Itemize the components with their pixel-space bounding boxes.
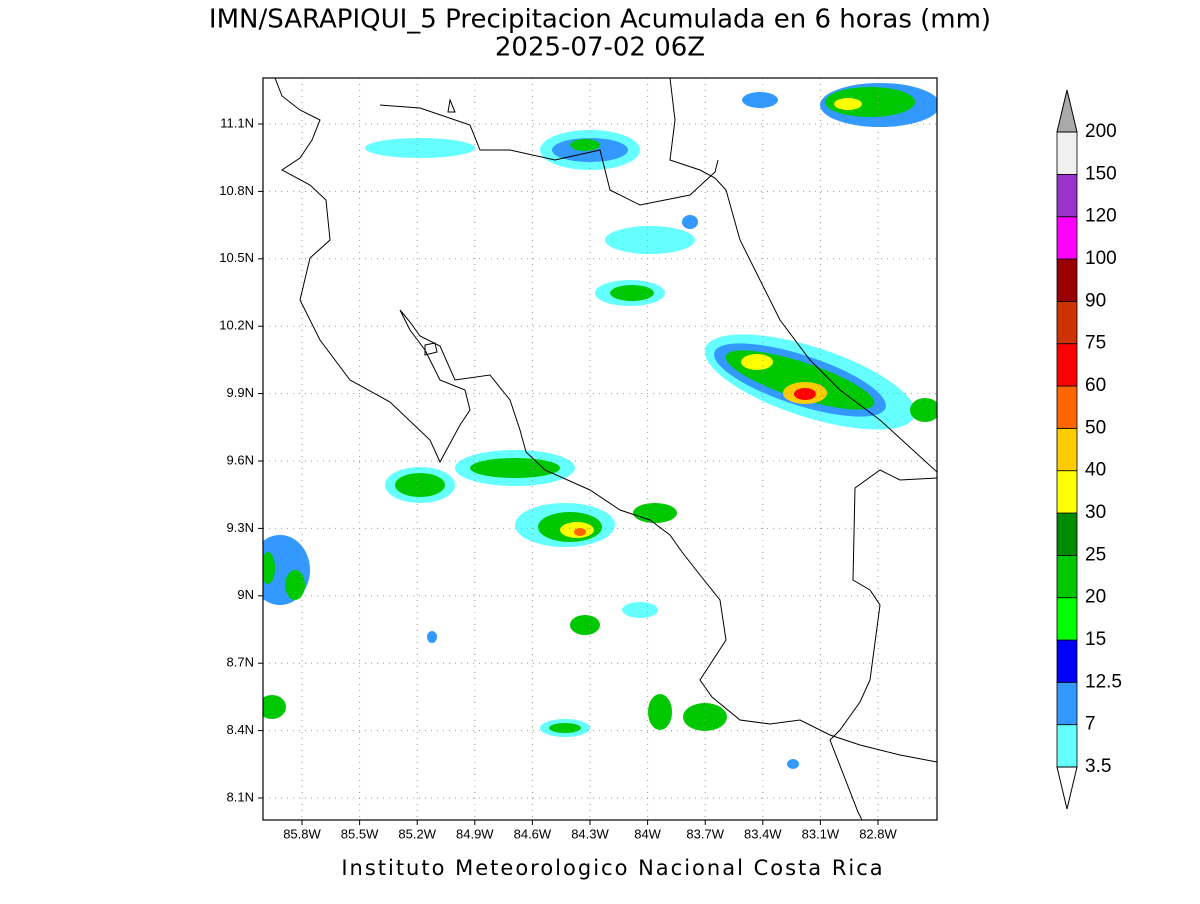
lat-label: 9.6N	[227, 452, 254, 467]
colorbar-label: 20	[1085, 587, 1106, 608]
coastlines	[274, 78, 937, 820]
colorbar-under	[1056, 766, 1078, 810]
colorbar-label: 120	[1085, 206, 1117, 227]
footer: Instituto Meteorologico Nacional Costa R…	[341, 856, 884, 880]
lat-label: 9N	[237, 587, 254, 602]
colorbar-box	[1056, 300, 1078, 345]
colorbar-box	[1056, 554, 1078, 599]
colorbar-label: 40	[1085, 460, 1106, 481]
lon-label: 84W	[634, 826, 661, 841]
colorbar-box	[1056, 385, 1078, 429]
colorbar-label: 150	[1085, 163, 1117, 184]
map-frame	[262, 77, 938, 821]
lon-label: 84.6W	[514, 826, 552, 841]
lon-label: 85.5W	[341, 826, 379, 841]
lon-label: 82.8W	[859, 826, 897, 841]
colorbar-label: 15	[1085, 629, 1106, 650]
lat-label: 9.9N	[227, 385, 254, 400]
lon-label: 84.3W	[571, 826, 609, 841]
colorbar-label: 200	[1085, 121, 1117, 142]
colorbar-box	[1056, 470, 1078, 514]
colorbar-label: 50	[1085, 417, 1106, 438]
subtitle: 2025-07-02 06Z	[495, 33, 705, 63]
colorbar-label: 60	[1085, 375, 1106, 396]
lon-label: 83.1W	[802, 826, 840, 841]
colorbar-box	[1056, 216, 1078, 260]
lat-label: 8.4N	[227, 722, 254, 737]
lat-label: 10.2N	[219, 318, 254, 333]
colorbar-label: 3.5	[1085, 756, 1111, 777]
colorbar-box	[1056, 681, 1078, 726]
graticule: 11.1N 10.8N 10.5N 10.2N 9.9N 9.6N 9.3N 9N 8.7N 8.…	[219, 78, 937, 841]
lon-label: 83.7W	[686, 826, 724, 841]
colorbar-label: 75	[1085, 333, 1106, 354]
lon-label: 84.9W	[456, 826, 494, 841]
colorbar-label: 25	[1085, 544, 1106, 565]
colorbar-box	[1056, 512, 1078, 556]
colorbar-label: 7	[1085, 714, 1096, 735]
precipitation-field	[263, 83, 937, 769]
colorbar-box	[1056, 427, 1078, 472]
colorbar-box	[1056, 343, 1078, 387]
lon-label: 85.8W	[283, 826, 321, 841]
colorbar-box	[1056, 597, 1078, 641]
colorbar-label: 30	[1085, 502, 1106, 523]
colorbar-box	[1056, 131, 1078, 175]
lat-label: 10.5N	[219, 250, 254, 265]
colorbar-box	[1056, 173, 1078, 218]
colorbar-label: 90	[1085, 290, 1106, 311]
lat-label: 8.7N	[227, 655, 254, 670]
lat-label: 10.8N	[219, 183, 254, 198]
colorbar-label: 100	[1085, 248, 1117, 269]
colorbar: 3.5 7 12.5 15 20 25 30 40 50 60 75 90 100 120 150 200	[1056, 89, 1122, 810]
colorbar-box	[1056, 639, 1078, 683]
colorbar-over	[1056, 89, 1078, 133]
lat-label: 9.3N	[227, 520, 254, 535]
title: IMN/SARAPIQUI_5 Precipitacion Acumulada …	[209, 5, 991, 35]
colorbar-box	[1056, 258, 1078, 302]
colorbar-label: 12.5	[1085, 671, 1122, 692]
lon-label: 83.4W	[744, 826, 782, 841]
colorbar-box	[1056, 724, 1078, 768]
lon-label: 85.2W	[398, 826, 436, 841]
lat-label: 11.1N	[220, 115, 254, 130]
lat-label: 8.1N	[227, 789, 254, 804]
